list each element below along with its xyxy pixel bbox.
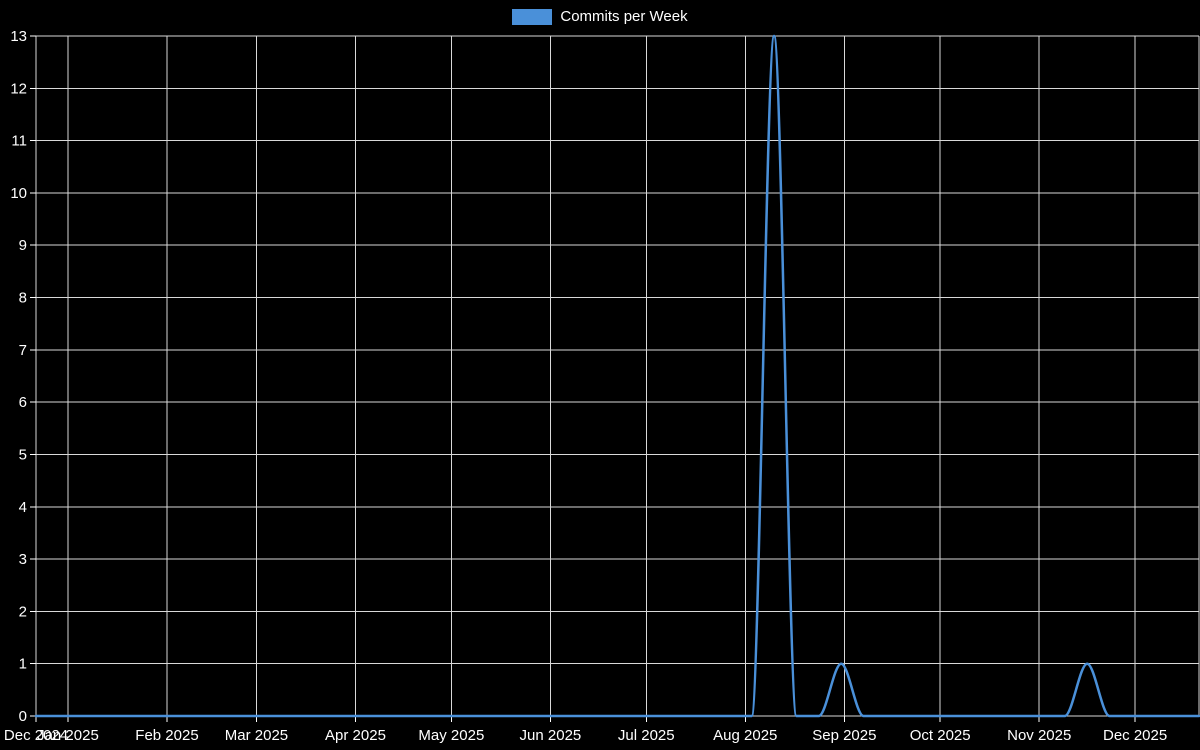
svg-text:Oct 2025: Oct 2025 <box>910 727 971 744</box>
legend-swatch <box>512 9 553 25</box>
svg-text:2: 2 <box>19 603 27 620</box>
legend-label: Commits per Week <box>560 8 688 25</box>
svg-text:4: 4 <box>19 499 27 516</box>
svg-text:7: 7 <box>19 342 27 359</box>
svg-text:Jun 2025: Jun 2025 <box>520 727 582 744</box>
tick-marks <box>30 35 1136 722</box>
svg-text:12: 12 <box>10 80 27 97</box>
svg-text:Nov 2025: Nov 2025 <box>1007 727 1071 744</box>
svg-text:5: 5 <box>19 446 27 463</box>
svg-text:1: 1 <box>19 656 27 673</box>
svg-text:0: 0 <box>19 708 27 725</box>
series-line-commits-per-week <box>34 34 1200 718</box>
svg-text:May 2025: May 2025 <box>418 727 484 744</box>
svg-text:10: 10 <box>10 185 27 202</box>
svg-text:9: 9 <box>19 237 27 254</box>
svg-text:11: 11 <box>11 133 27 150</box>
grid-lines <box>35 35 1200 717</box>
svg-text:Jan 2025: Jan 2025 <box>37 727 99 744</box>
svg-text:Aug 2025: Aug 2025 <box>713 727 777 744</box>
svg-text:6: 6 <box>19 394 27 411</box>
svg-text:Sep 2025: Sep 2025 <box>812 727 876 744</box>
svg-text:Jul 2025: Jul 2025 <box>618 727 675 744</box>
svg-text:13: 13 <box>10 28 27 45</box>
svg-text:Dec 2024: Dec 2024 <box>4 727 68 744</box>
legend[interactable]: Commits per Week <box>0 8 1200 26</box>
svg-text:Dec 2025: Dec 2025 <box>1103 727 1167 744</box>
svg-text:Apr 2025: Apr 2025 <box>325 727 386 744</box>
svg-text:8: 8 <box>19 290 27 307</box>
svg-text:Feb 2025: Feb 2025 <box>135 727 198 744</box>
svg-text:3: 3 <box>19 551 27 568</box>
svg-text:Mar 2025: Mar 2025 <box>225 727 288 744</box>
